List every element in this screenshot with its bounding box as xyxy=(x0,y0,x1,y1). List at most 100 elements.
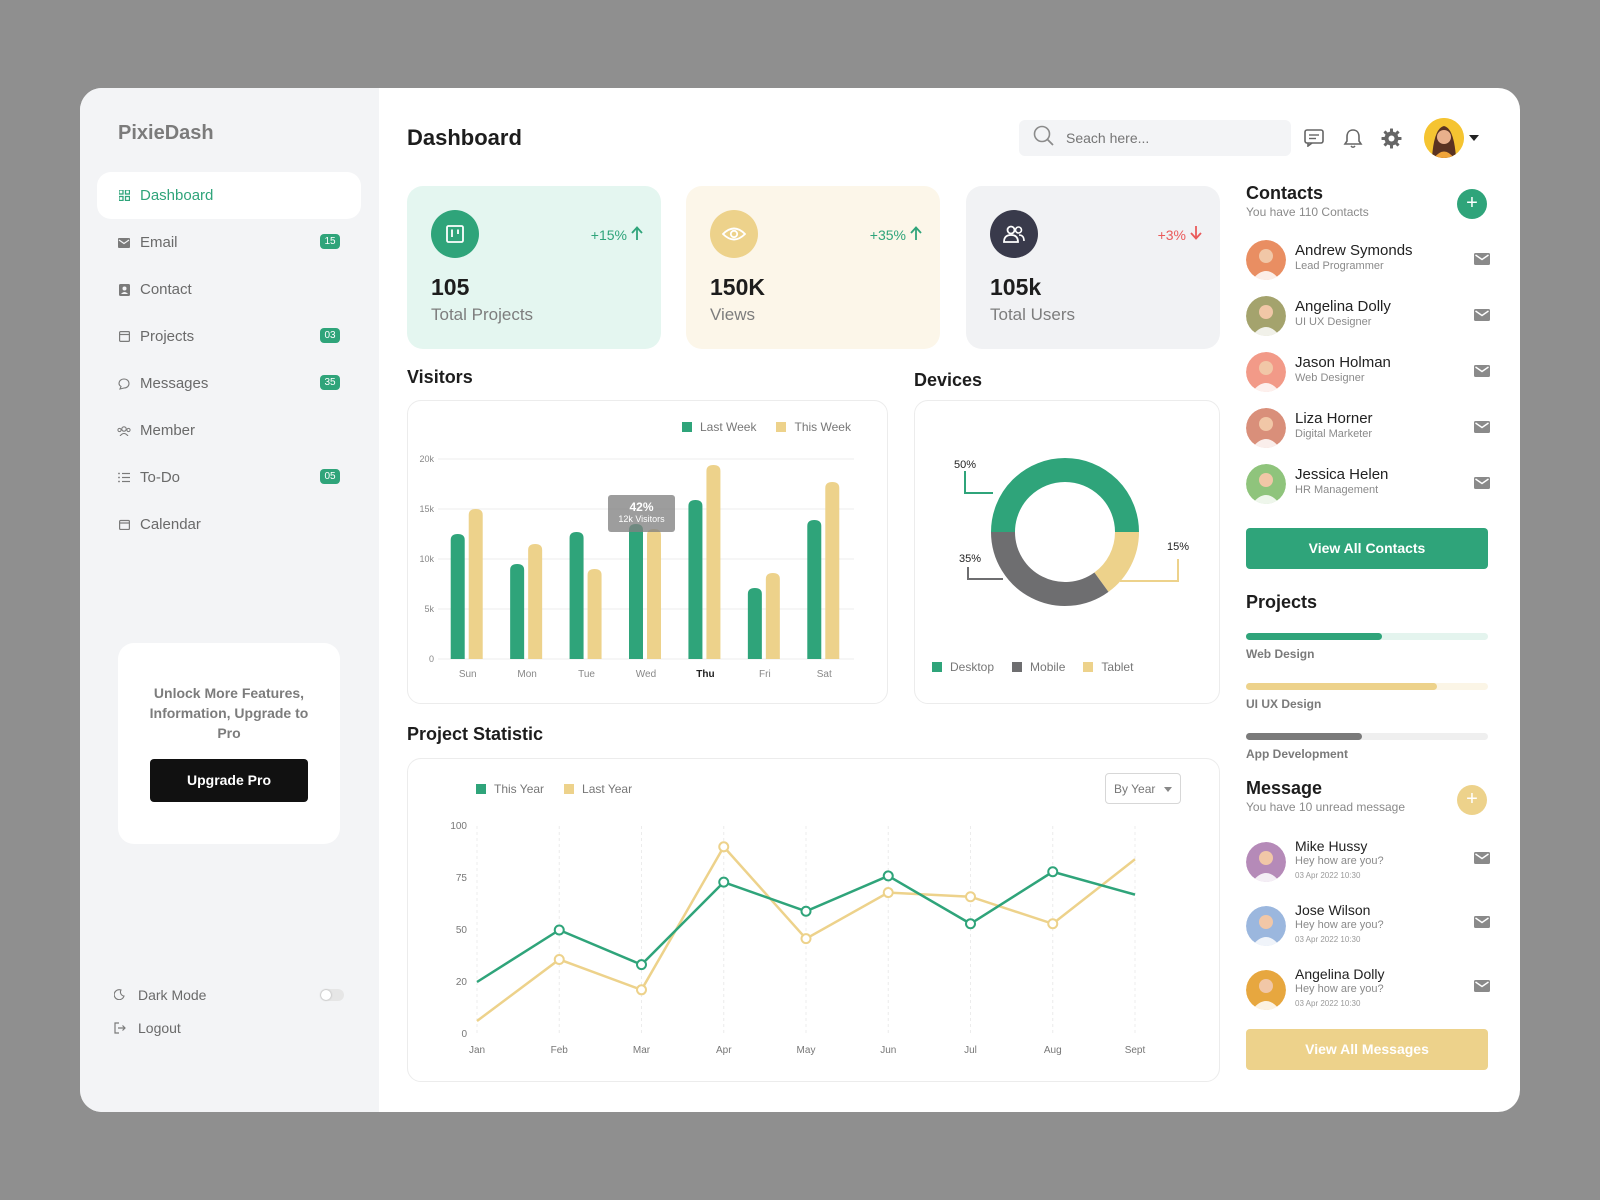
bar-last-week xyxy=(510,564,525,659)
callout-line xyxy=(964,471,993,494)
progress-track xyxy=(1246,683,1488,690)
point-this-year xyxy=(965,918,976,930)
arrow-up-icon xyxy=(910,226,922,243)
y-tick-label: 0 xyxy=(429,654,434,664)
checklist-icon xyxy=(117,471,131,485)
bell-icon[interactable] xyxy=(1342,127,1364,149)
slice-percent-label: 50% xyxy=(954,459,976,471)
devices-title: Devices xyxy=(914,370,983,390)
bar-last-week xyxy=(688,500,703,659)
legend-label: Desktop xyxy=(950,660,995,674)
x-tick-label: Tue xyxy=(578,669,595,680)
stat-label: Total Projects xyxy=(431,305,534,324)
callout-line xyxy=(967,567,1003,580)
app-window: PixieDash Dashboard Email 15 Contact Pro… xyxy=(80,88,1520,1112)
avatar xyxy=(1246,296,1286,336)
contact-name: Jessica Helen xyxy=(1295,466,1389,483)
add-contact-button[interactable]: + xyxy=(1457,189,1487,219)
stat-value: 150K xyxy=(710,274,765,300)
y-tick-label: 5k xyxy=(424,604,434,614)
x-tick-label: Mar xyxy=(633,1045,651,1056)
search-input[interactable] xyxy=(1066,130,1266,146)
legend-item-desktop: Desktop xyxy=(932,660,994,674)
chat-bubble-icon xyxy=(117,377,131,391)
message-preview: Hey how are you? xyxy=(1295,919,1384,931)
legend-item-this-week: This Week xyxy=(776,420,851,434)
x-tick-label: May xyxy=(797,1045,816,1056)
message-row[interactable]: Angelina Dolly Hey how are you? 03 Apr 202… xyxy=(1246,964,1490,1020)
mail-icon[interactable] xyxy=(1474,915,1490,933)
sidebar-item-label: Projects xyxy=(140,328,195,345)
dark-mode-toggle[interactable] xyxy=(320,989,344,1001)
contact-role: UI UX Designer xyxy=(1295,316,1372,328)
upgrade-pro-button[interactable]: Upgrade Pro xyxy=(150,759,308,802)
mail-icon[interactable] xyxy=(1474,979,1490,997)
message-title: Message xyxy=(1246,778,1323,798)
gear-icon[interactable] xyxy=(1380,127,1402,149)
sidebar-item-member[interactable]: Member xyxy=(97,407,361,454)
progress-fill xyxy=(1246,683,1438,690)
mail-icon[interactable] xyxy=(1474,476,1490,494)
visitors-title: Visitors xyxy=(407,367,473,387)
y-tick-label: 10k xyxy=(419,554,434,564)
mail-icon[interactable] xyxy=(1474,420,1490,438)
message-date: 03 Apr 2022 10:30 xyxy=(1295,999,1361,1008)
point-this-year xyxy=(718,876,730,888)
mail-icon[interactable] xyxy=(1474,364,1490,382)
sidebar-item-dashboard[interactable]: Dashboard xyxy=(97,172,361,219)
mail-icon[interactable] xyxy=(1474,252,1490,270)
avatar xyxy=(1246,970,1286,1010)
bar-last-week xyxy=(807,520,822,659)
bar-last-week xyxy=(747,588,762,659)
contact-row[interactable]: Andrew Symonds Lead Programmer xyxy=(1246,238,1490,282)
bar-this-week xyxy=(765,573,780,659)
change-value: +15% xyxy=(590,226,627,243)
add-message-button[interactable]: + xyxy=(1457,785,1487,815)
change-value: +3% xyxy=(1157,226,1186,243)
contact-row[interactable]: Liza Horner Digital Marketer xyxy=(1246,406,1490,450)
mail-icon[interactable] xyxy=(1474,851,1490,869)
point-this-year xyxy=(882,870,894,882)
bar-this-week xyxy=(706,465,721,659)
progress-fill xyxy=(1246,733,1363,740)
project-statistic-title: Project Statistic xyxy=(407,724,544,744)
users-icon xyxy=(990,210,1038,258)
contact-row[interactable]: Jason Holman Web Designer xyxy=(1246,350,1490,394)
message-row[interactable]: Mike Hussy Hey how are you? 03 Apr 2022 10… xyxy=(1246,836,1490,892)
view-all-contacts-button[interactable]: View All Contacts xyxy=(1246,528,1488,569)
count-badge: 03 xyxy=(320,328,340,343)
sidebar-item-calendar[interactable]: Calendar xyxy=(97,501,361,548)
devices-donut-chart: 50% 35% 15% xyxy=(954,458,1189,606)
search-bar[interactable] xyxy=(1019,120,1291,156)
mail-icon[interactable] xyxy=(1474,308,1490,326)
count-badge: 15 xyxy=(320,234,340,249)
y-tick-label: 100 xyxy=(450,821,467,832)
sidebar-item-messages[interactable]: Messages 35 xyxy=(97,360,361,407)
contact-row[interactable]: Jessica Helen HR Management xyxy=(1246,462,1490,506)
user-avatar[interactable] xyxy=(1424,118,1464,158)
bar-this-week xyxy=(528,544,543,659)
contact-row[interactable]: Angelina Dolly UI UX Designer xyxy=(1246,294,1490,338)
contact-name: Liza Horner xyxy=(1295,410,1373,427)
contact-role: Web Designer xyxy=(1295,372,1365,384)
tooltip-percent: 42% xyxy=(629,500,654,514)
sidebar-item-projects[interactable]: Projects 03 xyxy=(97,313,361,360)
upgrade-card: Unlock More Features, Information, Upgra… xyxy=(118,643,340,844)
period-select[interactable]: By Year xyxy=(1105,773,1181,804)
sidebar-item-todo[interactable]: To-Do 05 xyxy=(97,454,361,501)
avatar xyxy=(1246,906,1286,946)
donut-slice-desktop xyxy=(991,458,1139,533)
legend-item-last-week: Last Week xyxy=(682,420,756,434)
chat-icon[interactable] xyxy=(1303,127,1325,149)
message-row[interactable]: Jose Wilson Hey how are you? 03 Apr 2022 1… xyxy=(1246,900,1490,956)
y-tick-label: 75 xyxy=(456,873,468,884)
logout-link[interactable]: Logout xyxy=(114,1011,344,1044)
chevron-down-icon xyxy=(1164,787,1172,792)
sidebar-item-contact[interactable]: Contact xyxy=(97,266,361,313)
legend-label: This Week xyxy=(794,420,851,434)
view-all-messages-button[interactable]: View All Messages xyxy=(1246,1029,1488,1070)
chevron-down-icon[interactable] xyxy=(1469,135,1479,141)
page-title: Dashboard xyxy=(407,125,522,150)
donut-slice-mobile xyxy=(991,531,1109,606)
sidebar-item-email[interactable]: Email 15 xyxy=(97,219,361,266)
